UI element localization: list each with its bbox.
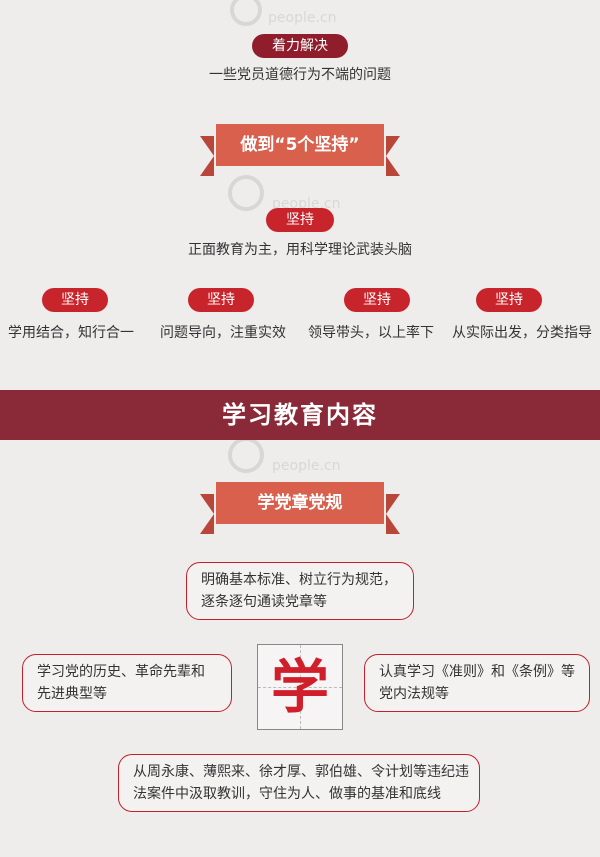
box-right: 认真学习《准则》和《条例》等 党内法规等 [364, 654, 590, 712]
study-char: 学 [270, 653, 329, 721]
box-bottom-line-1: 从周永康、薄熙来、徐才厚、郭伯雄、令计划等违纪违 [133, 764, 469, 780]
persist-text-3: 领导带头，以上率下 [308, 325, 434, 341]
persist-badge-1: 坚持 [42, 288, 108, 312]
persist-text-1: 学用结合，知行合一 [8, 325, 134, 341]
top-text: 一些党员道德行为不端的问题 [209, 67, 391, 83]
top-badge: 着力解决 [252, 34, 348, 58]
persist-badge-3: 坚持 [344, 288, 410, 312]
persist-text-2: 问题导向，注重实效 [160, 325, 286, 341]
box-left: 学习党的历史、革命先辈和 先进典型等 [22, 654, 232, 712]
ribbon-title: 学党章党规 [216, 482, 384, 524]
box-right-line-2: 党内法规等 [379, 686, 449, 702]
center-persist-badge: 坚持 [266, 208, 334, 232]
people-logo-icon: people.cn [230, 0, 336, 26]
box-top-line-2: 逐条逐句通读党章等 [201, 594, 327, 610]
box-right-line-1: 认真学习《准则》和《条例》等 [379, 664, 575, 680]
ribbon-study-charter: 学党章党规 [200, 482, 400, 534]
ribbon-right-tail [386, 136, 400, 176]
box-bottom: 从周永康、薄熙来、徐才厚、郭伯雄、令计划等违纪违 法案件中汲取教训，守住为人、做… [118, 754, 480, 812]
square-guide-v [300, 645, 301, 729]
svg-text:people.cn: people.cn [268, 10, 336, 26]
center-persist-text: 正面教育为主，用科学理论武装头脑 [188, 242, 412, 258]
persist-text-4: 从实际出发，分类指导 [452, 325, 592, 341]
box-left-line-2: 先进典型等 [37, 686, 107, 702]
persist-badge-4: 坚持 [476, 288, 542, 312]
box-top-line-1: 明确基本标准、树立行为规范， [201, 572, 397, 588]
section-banner: 学习教育内容 [0, 390, 600, 440]
watermark-top: people.cn [228, 0, 378, 36]
ribbon-left-tail [200, 136, 214, 176]
ribbon-right-tail [386, 494, 400, 534]
box-top: 明确基本标准、树立行为规范， 逐条逐句通读党章等 [186, 562, 414, 620]
persist-badge-2: 坚持 [188, 288, 254, 312]
ribbon-five-persist: 做到“5个坚持” [200, 124, 400, 176]
study-char-square: 学 [257, 644, 343, 730]
box-bottom-line-2: 法案件中汲取教训，守住为人、做事的基准和底线 [133, 786, 441, 802]
box-left-line-1: 学习党的历史、革命先辈和 [37, 664, 205, 680]
ribbon-title: 做到“5个坚持” [216, 124, 384, 166]
svg-text:people.cn: people.cn [272, 458, 340, 474]
ribbon-left-tail [200, 494, 214, 534]
section-banner-title: 学习教育内容 [222, 401, 378, 429]
